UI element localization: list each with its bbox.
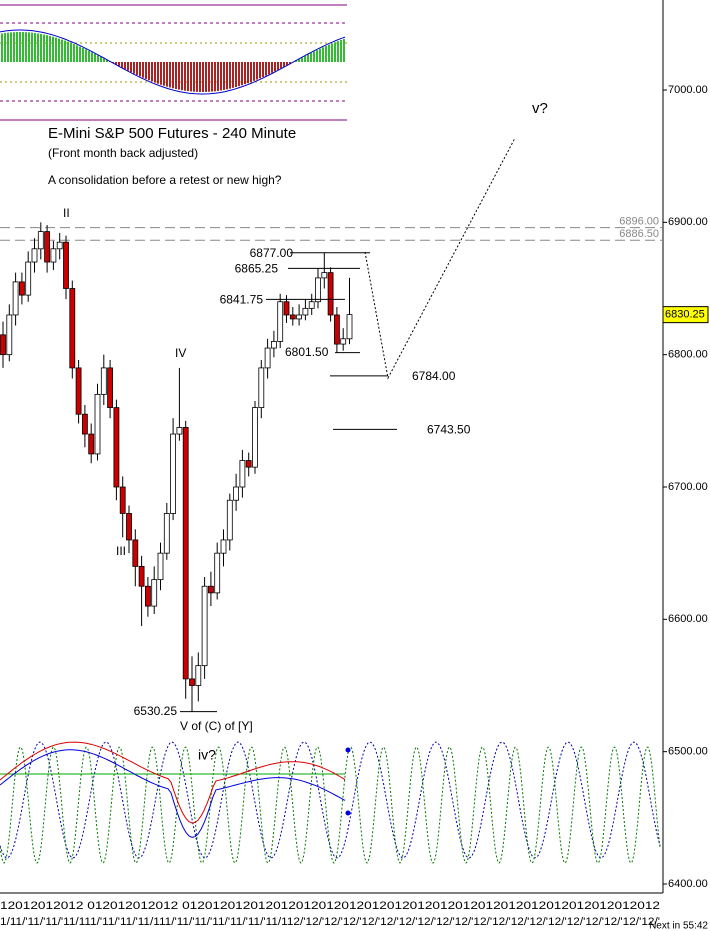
level-label: 6801.50 [285, 345, 329, 359]
y-tick-label: 6400.00 [668, 878, 708, 890]
level-label: 6743.50 [427, 423, 471, 437]
candle-body [302, 307, 309, 316]
x-axis-row: 12012012012 012012012012 012012012012012… [0, 900, 660, 912]
wave-label: IV [175, 346, 186, 360]
candle-body [226, 499, 233, 541]
wave-label: iv? [198, 747, 216, 763]
candle-body [44, 231, 50, 263]
level-label: 6865.25 [235, 261, 279, 275]
candle-body [132, 539, 139, 567]
wave-label: III [116, 544, 126, 558]
candle-body [107, 367, 113, 408]
reference-label: 6896.00 [619, 216, 659, 228]
cycle-fast [0, 741, 346, 824]
candle-body [308, 301, 315, 309]
candle-body [296, 314, 303, 320]
candle-body [12, 281, 19, 316]
candle-body [201, 585, 208, 667]
osc-line [0, 29, 346, 95]
candle-body [264, 347, 271, 369]
candle-body [189, 678, 195, 686]
candle-body [6, 314, 13, 356]
candle-body [69, 288, 76, 369]
candle-body [182, 427, 189, 680]
candle-body [252, 407, 258, 468]
cycle-wave [0, 746, 661, 864]
candle-body [283, 301, 290, 316]
chart-title: E-Mini S&P 500 Futures - 240 Minute [48, 125, 296, 142]
candle-body [258, 367, 265, 408]
candle-body [340, 338, 347, 345]
candle-body [176, 427, 183, 435]
candle-body [63, 241, 69, 289]
candle-body [207, 585, 214, 594]
candle-body [25, 261, 32, 296]
top-oscillator-frame [0, 4, 347, 121]
wave-label: II [63, 206, 70, 220]
wave-label: v? [532, 100, 548, 117]
footer: Next in 55:42 [649, 921, 708, 931]
candle-body [270, 341, 277, 349]
wave-label: V of (C) of [Y] [180, 719, 253, 733]
x-axis-row: 1/11/'11/'11/'11/111/'11/'11/'11/111/'11… [0, 916, 660, 928]
level-label: 6877.00 [250, 246, 294, 260]
candle-body [138, 566, 145, 587]
candle-body [277, 301, 284, 342]
candle-body [119, 486, 126, 514]
candle-body [113, 407, 120, 488]
candle-body [163, 513, 170, 554]
candle-body [333, 314, 340, 345]
annotation: A consolidation before a retest or new h… [48, 173, 282, 187]
candle-body [100, 367, 107, 395]
candle-body [170, 433, 177, 514]
candle-body [214, 552, 221, 594]
last-price-label: 6830.25 [665, 309, 705, 321]
cycle-panel [0, 741, 661, 864]
projection-path [364, 137, 516, 380]
candle-body [144, 585, 151, 607]
candle-body [346, 314, 353, 340]
y-tick-label: 6800.00 [668, 349, 708, 361]
y-tick-label: 6700.00 [668, 481, 708, 493]
candle-body [157, 552, 164, 581]
cycle-dot [345, 810, 351, 816]
candle-body [327, 272, 334, 316]
level-label: 6841.75 [220, 293, 264, 307]
last-price-box [662, 306, 709, 324]
reference-label: 6886.50 [619, 228, 659, 240]
chart-subtitle: (Front month back adjusted) [48, 146, 198, 160]
candle-body [18, 281, 25, 296]
candle-body [0, 334, 6, 356]
candle-body [56, 241, 63, 250]
candle-body [239, 460, 246, 488]
candle-body [37, 231, 44, 250]
candle-body [233, 486, 240, 501]
candle-body [321, 272, 328, 279]
candle-body [315, 277, 321, 303]
candle-body [94, 393, 101, 455]
y-tick-label: 6500.00 [668, 746, 708, 758]
candle-body [88, 433, 95, 455]
candle-body [31, 248, 38, 263]
candle-body [50, 248, 57, 263]
cycle-wave [0, 741, 661, 859]
top-oscillator [0, 29, 346, 95]
candle-body [151, 579, 158, 607]
level-label: 6784.00 [412, 369, 456, 383]
cycle-dot [345, 747, 351, 753]
candle-body [75, 367, 82, 415]
y-tick-label: 7000.00 [668, 84, 708, 96]
candle-body [82, 413, 88, 435]
candle-body [126, 513, 132, 541]
y-tick-label: 6600.00 [668, 613, 708, 625]
y-tick-label: 6900.00 [668, 216, 708, 228]
candle-body [289, 314, 296, 320]
cycle-slow [0, 749, 346, 838]
candle-body [245, 460, 252, 468]
candle-body [220, 539, 227, 554]
candle-body [195, 665, 202, 686]
level-label: 6530.25 [134, 704, 178, 718]
